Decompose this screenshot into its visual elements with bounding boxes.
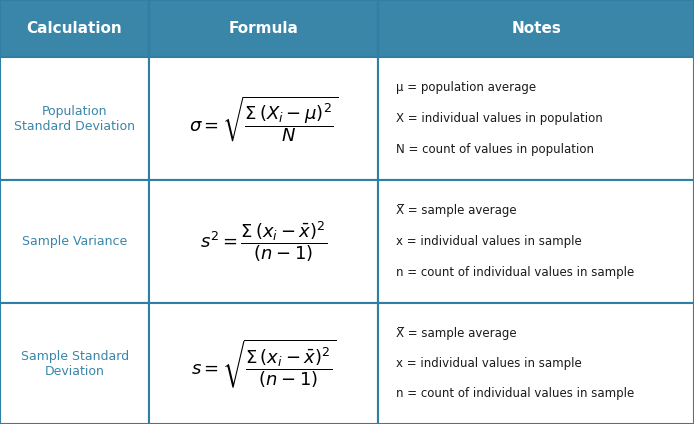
Bar: [0, 57, 149, 180]
Text: N = count of values in population: N = count of values in population: [396, 143, 593, 156]
Text: $s^2 = \dfrac{\Sigma\,(x_i - \bar{x})^2}{(n - 1)}$: $s^2 = \dfrac{\Sigma\,(x_i - \bar{x})^2}…: [200, 219, 328, 264]
Bar: [378, 303, 694, 424]
Bar: [378, 57, 694, 180]
Bar: [149, 303, 378, 424]
Text: $\sigma = \sqrt{\dfrac{\Sigma\,(X_i - \mu)^2}{N}}$: $\sigma = \sqrt{\dfrac{\Sigma\,(X_i - \m…: [189, 94, 338, 144]
Bar: [0, 0, 149, 57]
Text: Formula: Formula: [229, 21, 298, 36]
Text: n = count of individual values in sample: n = count of individual values in sample: [396, 266, 634, 279]
Text: Sample Variance: Sample Variance: [22, 235, 127, 248]
Text: x = individual values in sample: x = individual values in sample: [396, 235, 582, 248]
Bar: [0, 303, 149, 424]
Text: X̅ = sample average: X̅ = sample average: [396, 327, 516, 340]
Bar: [149, 0, 378, 57]
Bar: [0, 180, 149, 303]
Text: Population
Standard Deviation: Population Standard Deviation: [14, 105, 135, 133]
Bar: [378, 0, 694, 57]
Text: X̅ = sample average: X̅ = sample average: [396, 204, 516, 218]
Text: Notes: Notes: [511, 21, 561, 36]
Text: μ = population average: μ = population average: [396, 81, 536, 95]
Text: Sample Standard
Deviation: Sample Standard Deviation: [21, 349, 128, 378]
Bar: [149, 180, 378, 303]
Text: x = individual values in sample: x = individual values in sample: [396, 357, 582, 370]
Bar: [149, 57, 378, 180]
Text: X = individual values in population: X = individual values in population: [396, 112, 602, 125]
Bar: [378, 180, 694, 303]
Text: Calculation: Calculation: [27, 21, 122, 36]
Text: $s = \sqrt{\dfrac{\Sigma\,(x_i - \bar{x})^2}{(n - 1)}}$: $s = \sqrt{\dfrac{\Sigma\,(x_i - \bar{x}…: [191, 337, 337, 390]
Text: n = count of individual values in sample: n = count of individual values in sample: [396, 387, 634, 400]
